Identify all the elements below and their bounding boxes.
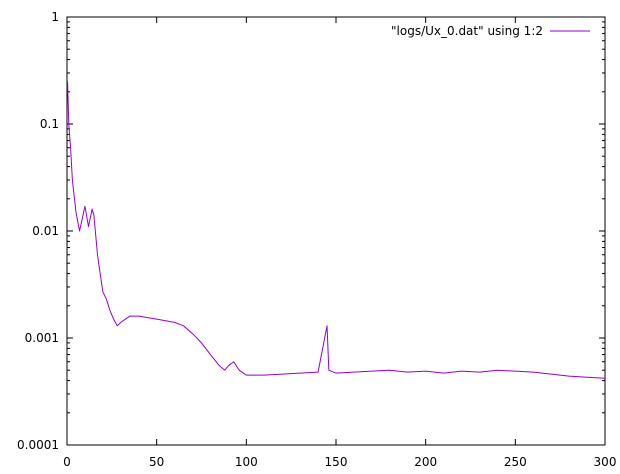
x-tick-label-300: 300 <box>594 455 617 469</box>
x-tick-label-100: 100 <box>235 455 258 469</box>
x-tick-label-150: 150 <box>325 455 348 469</box>
y-tick-label-0.001: 0.001 <box>25 331 59 345</box>
x-tick-label-50: 50 <box>149 455 164 469</box>
x-tick-label-200: 200 <box>414 455 437 469</box>
y-tick-label-0.01: 0.01 <box>32 224 59 238</box>
legend: "logs/Ux_0.dat" using 1:2 <box>391 24 590 38</box>
x-tick-label-0: 0 <box>63 455 71 469</box>
legend-label: "logs/Ux_0.dat" using 1:2 <box>391 24 543 38</box>
y-axis-tick-labels: 0.0001 0.001 0.01 0.1 1 <box>17 10 59 452</box>
x-axis-tick-labels: 0 50 100 150 200 250 300 <box>63 455 616 469</box>
plot-frame <box>66 16 606 446</box>
series-line-0 <box>67 81 606 379</box>
x-tick-label-250: 250 <box>504 455 527 469</box>
y-tick-label-1: 1 <box>51 10 59 24</box>
y-tick-label-0.0001: 0.0001 <box>17 438 59 452</box>
series-group <box>67 81 606 379</box>
y-tick-label-0.1: 0.1 <box>40 117 59 131</box>
tick-marks <box>66 16 606 446</box>
